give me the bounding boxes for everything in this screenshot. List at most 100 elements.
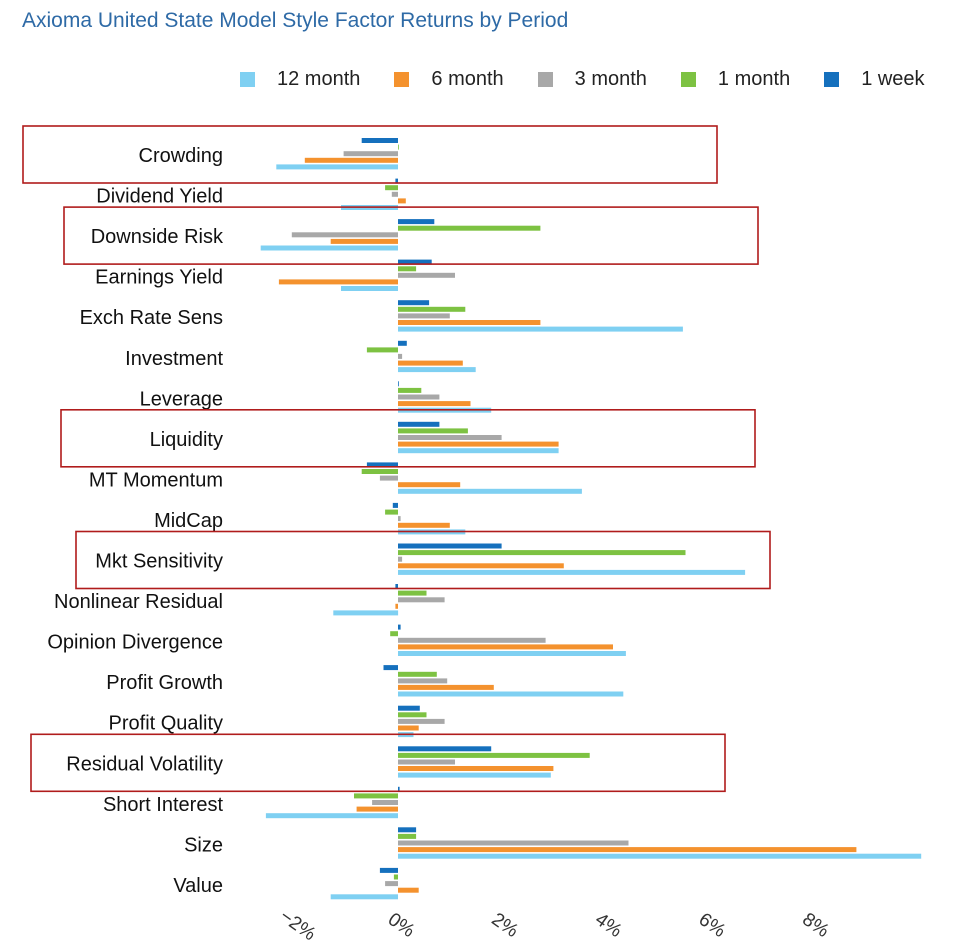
legend-item: 1 week xyxy=(824,68,925,91)
bar xyxy=(341,286,398,291)
bar xyxy=(398,887,419,893)
bar xyxy=(398,550,686,556)
bar xyxy=(398,678,448,684)
bar xyxy=(379,475,398,481)
legend-swatch xyxy=(680,72,696,87)
highlight-box xyxy=(30,733,726,793)
bar xyxy=(395,584,398,589)
category-label: Value xyxy=(173,875,223,897)
category-label: Dividend Yield xyxy=(96,186,223,208)
bar xyxy=(398,597,445,603)
bar xyxy=(398,367,476,373)
x-tick-label: 0% xyxy=(384,909,419,942)
bar xyxy=(398,306,466,312)
highlight-box xyxy=(63,206,759,265)
bar xyxy=(398,394,440,400)
legend-swatch xyxy=(824,72,840,87)
bar xyxy=(385,509,398,515)
bar xyxy=(354,793,398,799)
bar xyxy=(398,705,420,711)
legend-item: 12 month xyxy=(240,68,360,91)
bar xyxy=(398,441,559,447)
bar xyxy=(379,867,398,873)
category-label: Exch Rate Sens xyxy=(80,307,223,329)
legend-label: 1 month xyxy=(717,68,791,90)
bar xyxy=(366,462,398,468)
bar xyxy=(398,353,403,359)
bar xyxy=(398,387,422,393)
bar xyxy=(398,746,492,752)
bar xyxy=(398,522,450,528)
bar xyxy=(398,637,546,643)
bar xyxy=(398,516,401,522)
bar xyxy=(398,556,403,562)
bar xyxy=(398,752,590,758)
category-label: Opinion Divergence xyxy=(47,632,223,654)
bar xyxy=(398,259,432,265)
bar xyxy=(361,469,398,474)
bar xyxy=(398,718,445,724)
bar xyxy=(260,245,398,251)
bar xyxy=(398,563,564,569)
bar xyxy=(398,847,857,853)
bar xyxy=(398,448,559,454)
category-label: Residual Volatility xyxy=(66,753,223,775)
highlight-box xyxy=(22,125,718,184)
bar xyxy=(398,381,399,387)
bar xyxy=(398,360,463,366)
bar xyxy=(398,313,450,319)
legend-label: 6 month xyxy=(431,68,504,90)
bar xyxy=(304,157,398,163)
bar xyxy=(398,482,461,488)
legend-label: 12 month xyxy=(277,68,361,90)
bar xyxy=(265,813,398,819)
bar xyxy=(372,800,398,805)
bar xyxy=(398,326,683,332)
bar xyxy=(398,421,440,427)
bar xyxy=(398,684,494,690)
bar xyxy=(385,881,398,887)
bar xyxy=(398,833,417,839)
category-label: Nonlinear Residual xyxy=(54,591,223,613)
bar xyxy=(356,806,398,812)
bar xyxy=(385,185,398,191)
bar xyxy=(398,272,455,278)
x-tick-label: 6% xyxy=(695,909,730,942)
bar xyxy=(398,219,435,225)
x-tick-label: 2% xyxy=(487,909,522,942)
category-label: Leverage xyxy=(140,388,223,410)
x-tick-label: 4% xyxy=(591,909,626,942)
chart-legend: 12 month 6 month 3 month 1 month 1 week xyxy=(240,68,959,91)
chart-title: Axioma United State Model Style Factor R… xyxy=(22,9,569,32)
category-label: Mkt Sensitivity xyxy=(95,551,223,573)
bar xyxy=(398,300,430,306)
bar xyxy=(398,827,417,833)
category-label: Downside Risk xyxy=(91,226,224,248)
x-tick-label: −2% xyxy=(276,906,320,945)
category-label: Profit Growth xyxy=(106,672,223,694)
bar xyxy=(398,671,437,677)
category-label: Short Interest xyxy=(103,794,224,816)
category-label: Liquidity xyxy=(150,429,223,451)
bar xyxy=(398,543,502,549)
category-label: Size xyxy=(184,834,223,856)
bar xyxy=(398,651,626,656)
legend-item: 1 month xyxy=(680,68,791,91)
category-label: Earnings Yield xyxy=(95,267,223,289)
legend-swatch xyxy=(537,72,553,87)
bar xyxy=(395,178,398,184)
legend-item: 3 month xyxy=(537,68,647,91)
bar xyxy=(330,894,398,900)
bar xyxy=(398,644,613,650)
bar xyxy=(398,198,406,204)
bar xyxy=(398,840,629,846)
bar xyxy=(398,853,922,859)
bar xyxy=(393,874,398,880)
bar xyxy=(390,631,398,637)
bar xyxy=(398,488,582,494)
legend-item: 6 month xyxy=(394,68,504,91)
legend-label: 3 month xyxy=(574,68,647,90)
bar xyxy=(278,279,398,285)
bar xyxy=(398,624,401,630)
